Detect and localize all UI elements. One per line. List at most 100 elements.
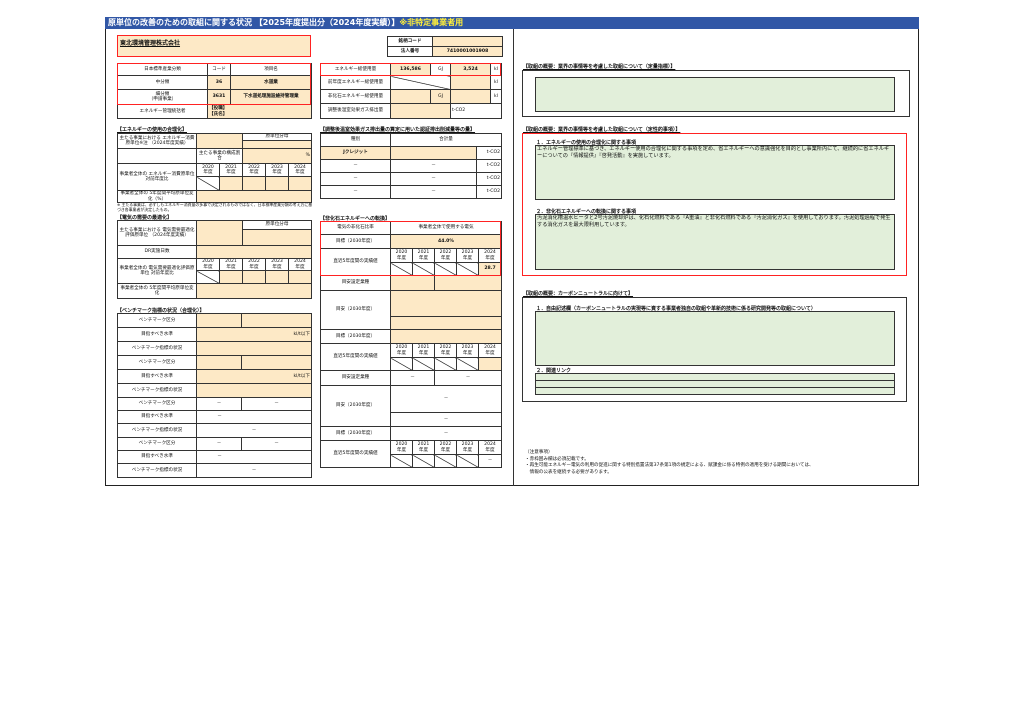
nonfossil-gj[interactable] bbox=[390, 89, 431, 104]
credit-type[interactable]: Jクレジット bbox=[320, 146, 391, 160]
quant-text-field[interactable] bbox=[535, 77, 895, 112]
item-name-header: 項目名 bbox=[230, 63, 312, 76]
year-2020: 2020 年度 bbox=[196, 258, 220, 271]
guide-industry-b[interactable] bbox=[433, 275, 503, 291]
sub-class-name[interactable]: 下水道処理施設維持管理業 bbox=[230, 89, 312, 105]
prev-energy-kl[interactable] bbox=[450, 75, 491, 90]
year-2021: 2021 年度 bbox=[219, 163, 243, 177]
quant-section bbox=[522, 70, 910, 117]
nonfossil-ratio-label: 電気の非化石比率 bbox=[320, 221, 391, 235]
actual-2024[interactable] bbox=[477, 357, 503, 371]
sub-class-code[interactable]: 3631 bbox=[207, 89, 231, 105]
yoy-2024[interactable] bbox=[287, 176, 313, 191]
benchmark-status-value: － bbox=[196, 423, 312, 438]
actual-2021 bbox=[412, 262, 435, 276]
notes: （注意事項） ・赤枠囲み欄は必須記載です。 ・再生可能エネルギー電気の利用の促進… bbox=[525, 450, 814, 477]
benchmark-status-label: ベンチマーク指標の状況 bbox=[117, 341, 197, 356]
actual-2022 bbox=[434, 454, 457, 468]
cn-heading: 【取組の概要：カーボンニュートラルに向けて】 bbox=[523, 291, 634, 297]
mid-class-name[interactable]: 水道業 bbox=[230, 75, 312, 90]
target-2030-value: － bbox=[389, 426, 503, 441]
electric-yoy-2022[interactable] bbox=[242, 270, 266, 284]
link-field-3[interactable] bbox=[535, 387, 895, 395]
benchmark-category-b[interactable] bbox=[241, 355, 312, 370]
electric-avg-field[interactable] bbox=[195, 283, 313, 299]
avg-change-field[interactable] bbox=[195, 190, 313, 203]
electric-yoy-2023[interactable] bbox=[265, 270, 289, 284]
mid-class-label: 中分類 bbox=[117, 75, 208, 90]
actual-5yr-label: 直近5年度間の実績値 bbox=[320, 343, 391, 371]
qual1-text-field[interactable]: エネルギー管理標準に基づき、エネルギー使用の合理化に関する事項を定め、省エネルギ… bbox=[535, 145, 895, 200]
dr-days-label: DR実施日数 bbox=[117, 245, 197, 259]
gj-unit: GJ bbox=[430, 89, 451, 104]
year-2022: 2022 年度 bbox=[434, 343, 457, 358]
tco2-unit: t-CO2 bbox=[475, 159, 503, 173]
main-intensity-field[interactable] bbox=[196, 133, 243, 149]
corp-no-field[interactable]: 7410001001908 bbox=[432, 46, 503, 57]
denominator-field[interactable] bbox=[241, 229, 313, 246]
benchmark-status-label: ベンチマーク指標の状況 bbox=[117, 463, 197, 478]
target-2030-field[interactable] bbox=[389, 329, 503, 344]
benchmark-category-a[interactable] bbox=[196, 355, 242, 370]
electric-intensity-field[interactable] bbox=[196, 220, 243, 246]
yoy-2022[interactable] bbox=[242, 176, 266, 191]
year-2021: 2021 年度 bbox=[219, 258, 243, 271]
qual-section bbox=[522, 133, 907, 276]
prev-energy-label: 前年度エネルギー総使用量 bbox=[320, 75, 391, 90]
year-2022: 2022 年度 bbox=[434, 248, 457, 263]
credit-type: － bbox=[320, 185, 391, 199]
nonfossil-kl[interactable] bbox=[450, 89, 491, 104]
yoy-2021[interactable] bbox=[219, 176, 243, 191]
benchmark-status-value: － bbox=[196, 463, 312, 478]
title-sub: ※非特定事業者用 bbox=[399, 18, 464, 27]
target-level-field[interactable]: kl/t以下 bbox=[196, 327, 312, 342]
guide-industry-a[interactable] bbox=[390, 275, 435, 291]
manager-field[interactable]: 【役職】 【氏名】 bbox=[207, 104, 312, 119]
guide-industry-a: － bbox=[390, 370, 435, 386]
year-2024: 2024 年度 bbox=[287, 163, 313, 177]
company-name-field[interactable]: 東北環境管理株式会社 bbox=[117, 35, 311, 57]
brand-code-label: 銘柄コード bbox=[387, 36, 433, 47]
benchmark-status-field[interactable] bbox=[196, 383, 312, 398]
guide-industry-label: 目安設定業種 bbox=[320, 370, 391, 386]
guide-2030-b[interactable] bbox=[389, 316, 503, 330]
electric-yoy-2024[interactable] bbox=[287, 270, 313, 284]
total-energy-kl[interactable]: 3,524 bbox=[450, 63, 491, 76]
target-2030-value[interactable]: 44.0% bbox=[389, 234, 503, 249]
nonfossil-heading: 【非化石エネルギーへの転換】 bbox=[320, 216, 391, 222]
total-energy-gj[interactable]: 136,586 bbox=[390, 63, 431, 76]
yoy-2023[interactable] bbox=[265, 176, 289, 191]
qual2-text-field[interactable]: 汚泥消化槽温水ヒータと2号汚泥焼却炉は、化石化燃料である『A重油』と非化石燃料で… bbox=[535, 214, 895, 270]
benchmark-status-field[interactable] bbox=[196, 341, 312, 356]
actual-2023 bbox=[456, 357, 479, 371]
ratio-field[interactable]: % bbox=[241, 148, 313, 164]
benchmark-heading: 【ベンチマーク指標の状況（合理化）】 bbox=[117, 308, 205, 314]
actual-2024[interactable]: 28.7 bbox=[477, 262, 503, 276]
target-level-value: － bbox=[196, 410, 312, 424]
benchmark-status-label: ベンチマーク指標の状況 bbox=[117, 423, 197, 438]
benchmark-category-b[interactable] bbox=[241, 313, 312, 328]
notes-title: （注意事項） bbox=[525, 450, 553, 455]
cn1-text-field[interactable] bbox=[535, 311, 895, 366]
guide-2030-a[interactable] bbox=[389, 290, 503, 317]
ghg-heading: 【調整後温室効果ガス排出量の算定に用いた認証排出削減量等の量】 bbox=[320, 127, 476, 133]
brand-code-field[interactable] bbox=[432, 36, 503, 47]
target-level-field[interactable]: kl/t以下 bbox=[196, 369, 312, 384]
year-2020: 2020 年度 bbox=[390, 440, 413, 455]
target-level-label: 目指すべき水準 bbox=[117, 450, 197, 464]
gj-unit: GJ bbox=[430, 63, 451, 76]
credit-amount[interactable] bbox=[390, 146, 477, 160]
dr-days-field[interactable] bbox=[195, 245, 313, 259]
rational-heading: 【エネルギーの使用の合理化】 bbox=[117, 127, 188, 133]
rational-note: ※ 主たる事業は、必ずしもエネルギー消費量の多寡で決定されるものではなく、日本標… bbox=[117, 202, 313, 213]
denominator-field[interactable] bbox=[241, 140, 313, 149]
column-divider bbox=[513, 29, 514, 486]
mid-class-code[interactable]: 36 bbox=[207, 75, 231, 90]
denominator-label: 原単位分母 bbox=[241, 133, 313, 141]
benchmark-category-b: － bbox=[241, 397, 312, 411]
electric-yoy-2021[interactable] bbox=[219, 270, 243, 284]
ghg-value[interactable] bbox=[390, 103, 451, 119]
benchmark-category-a[interactable] bbox=[196, 313, 242, 328]
actual-2022 bbox=[434, 262, 457, 276]
manager-position: 【役職】 bbox=[209, 106, 228, 112]
